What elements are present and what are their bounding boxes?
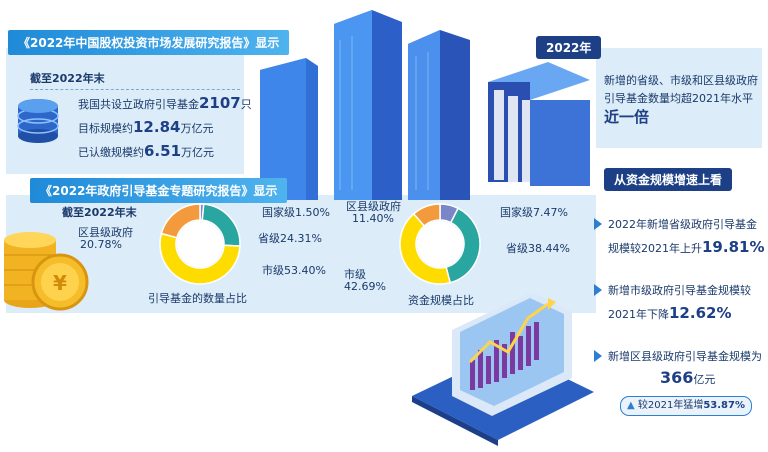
growth3-badge: ▲ 较2021年猛增53.87% — [620, 396, 752, 416]
chart2-district-value: 11.40% — [352, 212, 394, 225]
building-illustration — [260, 10, 470, 200]
increase-line2: 引导基金数量均超2021年水平 — [604, 92, 753, 105]
growth3-amount: 366亿元 — [660, 368, 716, 387]
donut2-slice-2 — [399, 212, 452, 285]
growth3-line-a: 新增区县级政府引导基金规模为 — [608, 350, 762, 363]
bullet-icon — [594, 350, 602, 362]
donut2-hole — [417, 221, 463, 267]
year-tag: 2022年 — [536, 36, 602, 59]
books-illustration — [488, 62, 590, 186]
donut1-slice-3 — [160, 203, 201, 239]
donut1-slice-2 — [159, 232, 241, 285]
chart1-city-label: 市级53.40% — [262, 264, 326, 277]
chart2-city-name: 市级 — [344, 268, 366, 281]
donut1-hole — [177, 221, 223, 267]
growth1-line-a: 2022年新增省级政府引导基金 — [608, 218, 757, 231]
chart1-provincial-label: 省级24.31% — [258, 232, 322, 245]
chart1-district-name: 区县级政府 — [78, 226, 133, 239]
coin-stack-icon — [17, 99, 59, 143]
increase-highlight: 近一倍 — [604, 108, 650, 126]
growth2-line-a: 新增市级政府引导基金规模较 — [608, 284, 751, 297]
growth-title: 从资金规模增速上看 — [604, 168, 733, 191]
growth1-line-b: 规模较2021年上升19.81% — [608, 238, 765, 256]
report1-title: 《2022年中国股权投资市场发展研究报告》显示 — [8, 30, 290, 55]
bullet-icon — [594, 284, 602, 296]
chart2-title: 资金规模占比 — [408, 294, 474, 307]
increase-line1: 新增的省级、市级和区县级政府 — [604, 74, 758, 87]
chart2-provincial-label: 省级38.44% — [506, 242, 570, 255]
svg-text:¥: ¥ — [53, 271, 67, 295]
chart2-district-name: 区县级政府 — [346, 200, 401, 213]
chart-screen-illustration — [412, 292, 594, 446]
chart2-national-label: 国家级7.47% — [500, 206, 568, 219]
gold-coins-icon: ¥ — [4, 232, 89, 311]
growth2-line-b: 2021年下降12.62% — [608, 304, 732, 322]
chart1-district-value: 20.78% — [80, 238, 122, 251]
fund-count-line: 我国共设立政府引导基金2107只 — [78, 94, 252, 112]
subscribed-scale-line: 已认缴规模约6.51万亿元 — [78, 142, 215, 160]
report2-as-of: 截至2022年末 — [62, 206, 137, 219]
donut2-slice-3 — [412, 203, 441, 227]
chart1-title: 引导基金的数量占比 — [148, 292, 247, 305]
bullet-icon — [594, 218, 602, 230]
chart1-national-label: 国家级1.50% — [262, 206, 330, 219]
dashed-divider — [30, 89, 240, 90]
target-scale-line: 目标规模约12.84万亿元 — [78, 118, 214, 136]
chart2-city-value: 42.69% — [344, 280, 386, 293]
report2-title: 《2022年政府引导基金专题研究报告》显示 — [30, 178, 288, 203]
report1-as-of: 截至2022年末 — [30, 72, 105, 85]
